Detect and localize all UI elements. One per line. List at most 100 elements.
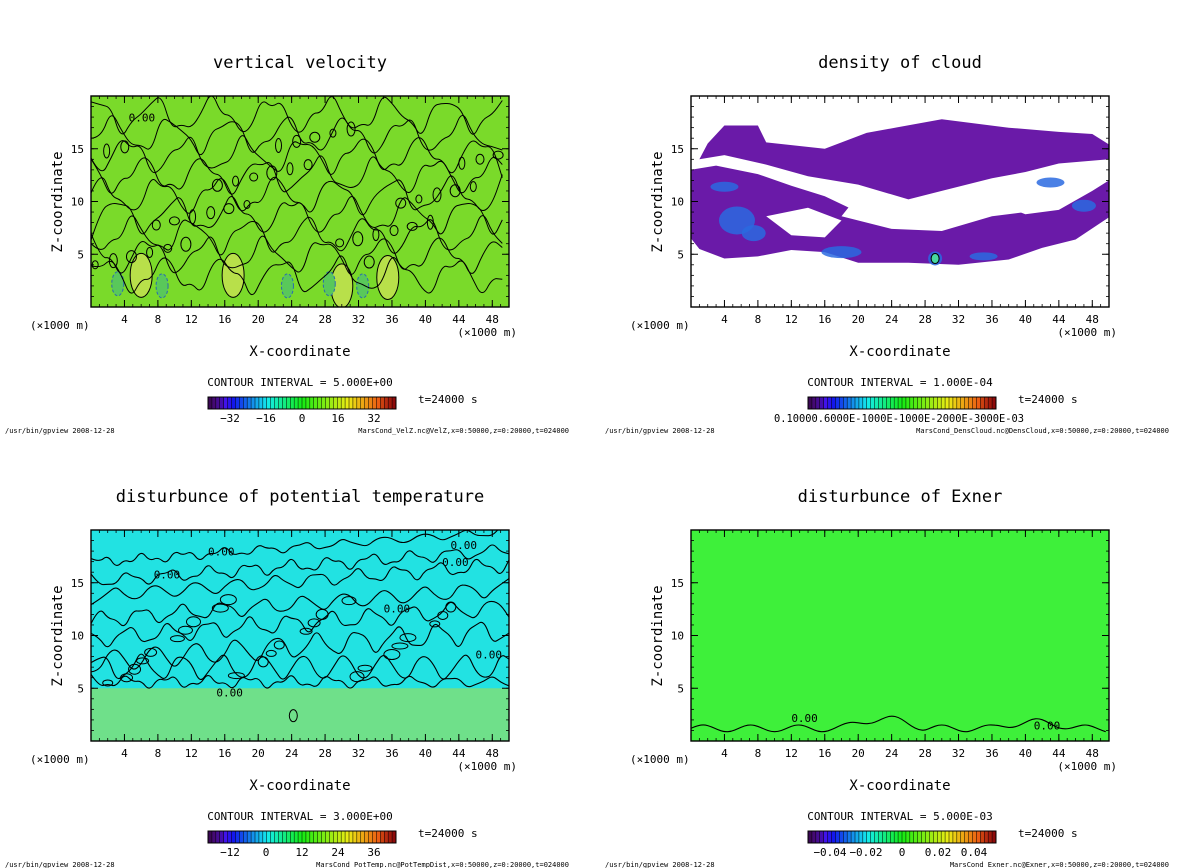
colorbar-cell — [858, 397, 864, 409]
colorbar-cell — [960, 831, 965, 843]
contour-line — [352, 231, 364, 247]
x-tick-label: 20 — [852, 747, 865, 760]
colorbar-cell — [827, 397, 832, 409]
contour-line — [445, 601, 457, 613]
colorbar-cell — [921, 831, 926, 843]
contour-label: 0.00 — [450, 539, 477, 552]
colorbar-cell — [298, 397, 303, 409]
colorbar-cell — [384, 397, 389, 409]
colorbar-cell — [839, 831, 844, 843]
colorbar-cell — [317, 831, 322, 843]
colorbar-cell — [952, 397, 958, 409]
contour-line — [185, 616, 201, 628]
field-background — [91, 96, 509, 307]
colorbar-cell — [960, 397, 965, 409]
contour-line — [125, 250, 137, 264]
colorbar-cell — [274, 397, 279, 409]
contour-line — [120, 140, 130, 154]
colorbar-tick-label: 24 — [331, 846, 345, 859]
x-tick-label: 40 — [1019, 747, 1032, 760]
contour-interval: CONTOUR INTERVAL = 5.000E-03 — [807, 810, 992, 823]
contour-line — [168, 216, 180, 226]
colorbar-cell — [231, 831, 236, 843]
plot-field: 0.00 0.00 0.00 0.00 0.00 0.00 0.00 — [91, 530, 509, 741]
colorbar-cell — [352, 831, 358, 843]
colorbar-cell — [811, 397, 817, 409]
y-tick-label: 10 — [671, 196, 684, 209]
contour-line — [91, 255, 503, 296]
colorbar-cell — [847, 397, 852, 409]
contour-line — [91, 621, 509, 673]
contour-line — [91, 558, 509, 606]
colorbar-cell — [356, 831, 362, 843]
colorbar-cell — [372, 397, 377, 409]
contour-line — [223, 203, 235, 215]
contour-line — [189, 209, 197, 225]
dense-cloud — [821, 246, 862, 259]
colorbar-cell — [392, 831, 397, 843]
colorbar-cell — [227, 397, 232, 409]
updraft-core — [330, 263, 353, 307]
chart-title: disturbunce of Exner — [798, 487, 1003, 507]
colorbar-cell — [211, 831, 217, 843]
x-tick-label: 36 — [985, 313, 998, 326]
colorbar-cell — [380, 831, 385, 843]
time-label: t=24000 s — [1018, 827, 1078, 840]
colorbar-cell — [235, 397, 240, 409]
contour-line — [265, 649, 277, 657]
x-tick-label: 40 — [1019, 313, 1032, 326]
x-tick-label: 40 — [419, 747, 432, 760]
colorbar-cell — [843, 397, 848, 409]
colorbar-cell — [929, 397, 934, 409]
colorbar-cell — [976, 831, 981, 843]
colorbar-cell — [917, 831, 922, 843]
colorbar-cell — [251, 397, 256, 409]
colorbar-cell — [345, 397, 350, 409]
contour-line — [376, 254, 400, 300]
contour-label: 0.00 — [791, 712, 818, 725]
colorbar-cell — [894, 831, 899, 843]
colorbar-cell — [886, 397, 891, 409]
colorbar-cell — [847, 831, 852, 843]
dense-cloud — [710, 181, 739, 192]
plot-field: 0.00 0.00 — [691, 530, 1109, 741]
colorbar-cell — [956, 397, 962, 409]
colorbar-cell — [886, 831, 891, 843]
x-tick-label: 24 — [885, 747, 899, 760]
colorbar-cell — [215, 397, 221, 409]
contour-line — [391, 642, 409, 650]
time-label: t=24000 s — [1018, 393, 1078, 406]
colorbar-cell — [239, 397, 244, 409]
contour-line — [930, 252, 940, 264]
colorbar-cell — [235, 831, 240, 843]
footer-right: MarsCond_PotTemp.nc@PotTempDist,x=0:5000… — [316, 861, 569, 868]
x-unit-left: (×1000 m) — [630, 319, 690, 332]
colorbar-cell — [984, 831, 989, 843]
contour-line — [346, 121, 356, 137]
colorbar-cell — [243, 397, 248, 409]
colorbar-cell — [902, 397, 907, 409]
colorbar-cell — [313, 831, 318, 843]
x-tick-label: 8 — [155, 747, 162, 760]
contour-label: 0.00 — [1034, 719, 1061, 732]
colorbar-cell — [909, 397, 915, 409]
colorbar-cell — [290, 831, 295, 843]
colorbar-cell — [313, 397, 318, 409]
contour-line — [357, 664, 373, 672]
colorbar-cell — [239, 831, 244, 843]
cloud-peak — [931, 253, 940, 264]
colorbar-cell — [325, 831, 330, 843]
contour-line — [103, 143, 111, 159]
contour-line — [266, 165, 278, 181]
footer-left: /usr/bin/gpview 2008-12-28 — [5, 427, 115, 435]
colorbar-cell — [972, 397, 977, 409]
colorbar-frame — [807, 830, 997, 844]
colorbar-cell — [984, 397, 989, 409]
colorbar-cell — [278, 397, 283, 409]
contour-line — [91, 653, 509, 680]
colorbar-frame — [807, 396, 997, 410]
contour-line — [341, 596, 357, 606]
x-unit-right: (×1000 m) — [1057, 760, 1117, 773]
